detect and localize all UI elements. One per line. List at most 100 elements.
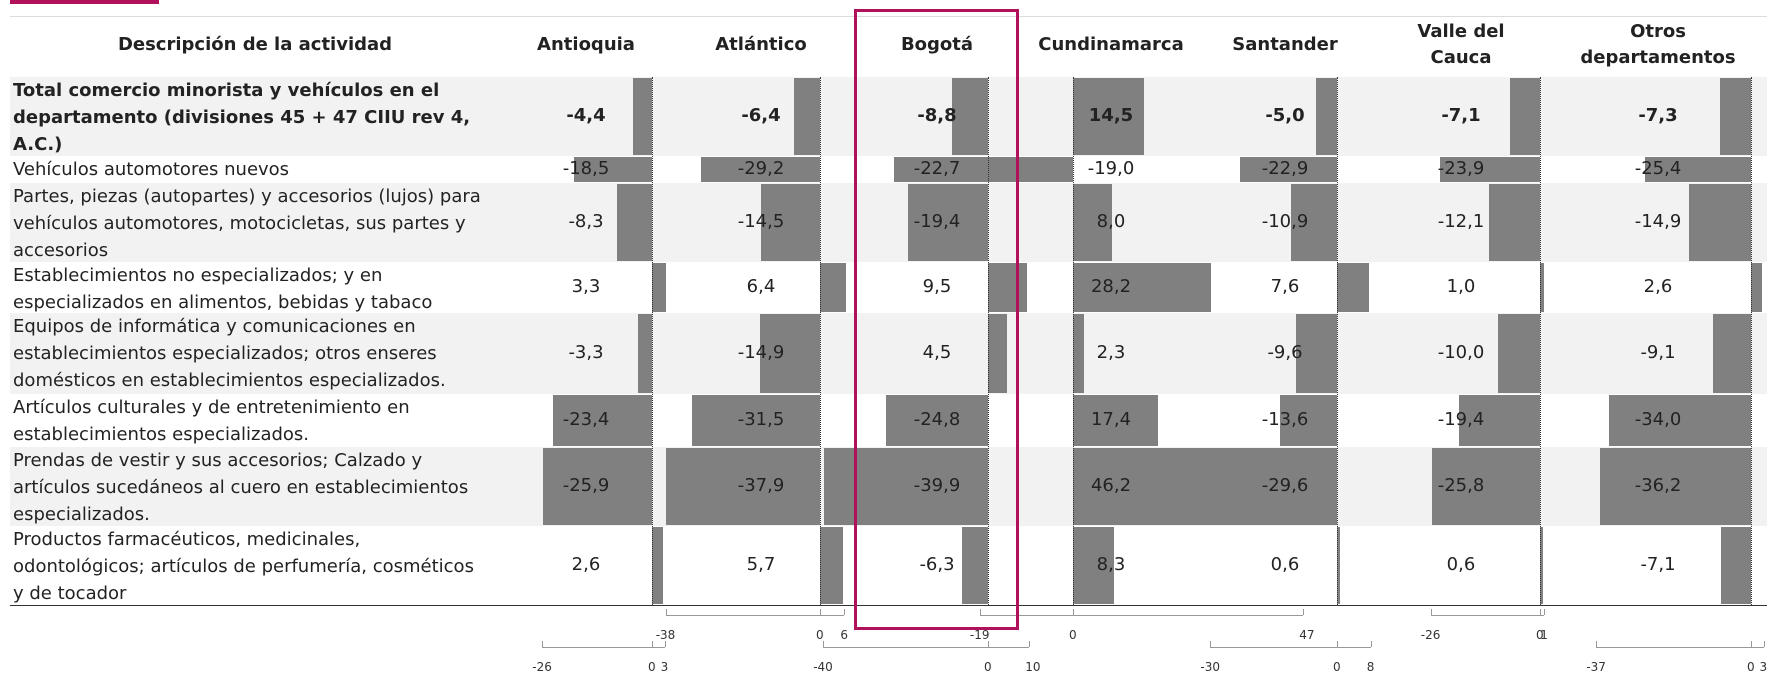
row-description-line: accesorios xyxy=(13,240,109,261)
data-label: -12,1 xyxy=(1437,210,1485,232)
data-label: -10,0 xyxy=(1437,341,1485,363)
bar-cundinamarca xyxy=(1073,263,1212,312)
bar-valle-del-cauca xyxy=(1510,78,1540,155)
data-label: -23,9 xyxy=(1437,157,1485,179)
axis-line-cundinamarca xyxy=(979,615,1304,616)
axis-tick xyxy=(1596,641,1598,647)
axis-tick xyxy=(1751,641,1752,647)
bar-cundinamarca xyxy=(979,157,1073,182)
bar-cundinamarca xyxy=(1073,314,1085,393)
data-label: -22,7 xyxy=(913,157,961,179)
axis-tick xyxy=(1763,641,1765,647)
bar-atl-ntico xyxy=(701,157,820,182)
data-label: -9,1 xyxy=(1640,341,1676,363)
row-description: Equipos de informática y comunicaciones … xyxy=(13,313,503,394)
row-description-line: Partes, piezas (autopartes) y accesorios… xyxy=(13,186,481,207)
data-label: -22,9 xyxy=(1261,157,1309,179)
bar-otros-departamentos xyxy=(1712,314,1751,393)
axis-tick-label: 0 xyxy=(1536,628,1544,642)
data-label: 3,3 xyxy=(571,275,601,297)
bar-santander xyxy=(1291,184,1337,261)
bar-atl-ntico xyxy=(820,263,846,312)
data-label: -4,4 xyxy=(566,104,606,126)
bar-bogot- xyxy=(962,527,988,604)
axis-tick-label: -26 xyxy=(532,660,552,674)
row-description-line: departamento (divisiones 45 + 47 CIIU re… xyxy=(13,107,471,128)
bar-bogot- xyxy=(894,157,988,182)
data-label: -14,9 xyxy=(1634,210,1682,232)
bar-valle-del-cauca xyxy=(1458,395,1540,446)
row-description: Prendas de vestir y sus accesorios; Calz… xyxy=(13,447,503,526)
bar-atl-ntico xyxy=(820,527,844,604)
bar-santander xyxy=(1212,448,1337,525)
bar-valle-del-cauca xyxy=(1439,157,1540,182)
bar-cundinamarca xyxy=(1073,184,1113,261)
axis-tick-label: -40 xyxy=(813,660,833,674)
row-background xyxy=(10,313,1767,394)
row-description-line: Equipos de informática y comunicaciones … xyxy=(13,316,416,337)
row-description: Vehículos automotores nuevos xyxy=(13,156,503,183)
row-description-line: Artículos culturales y de entretenimient… xyxy=(13,397,410,418)
bar-antioquia xyxy=(638,314,652,393)
bar-atl-ntico xyxy=(761,184,820,261)
data-label: -5,0 xyxy=(1265,104,1305,126)
axis-tick-label: 3 xyxy=(660,660,669,674)
row-background xyxy=(10,77,1767,156)
bar-santander xyxy=(1296,314,1337,393)
axis-tick xyxy=(652,641,653,647)
data-label: -18,5 xyxy=(562,157,610,179)
data-label: -14,9 xyxy=(737,341,785,363)
row-description-line: Establecimientos no especializados; y en xyxy=(13,265,383,286)
axis-tick xyxy=(988,641,989,647)
axis-tick xyxy=(844,609,846,615)
bar-otros-departamentos xyxy=(1599,448,1751,525)
row-description-line: vehículos automotores, motocicletas, sus… xyxy=(13,213,466,234)
data-label: -25,8 xyxy=(1437,474,1485,496)
axis-tick xyxy=(1303,609,1305,615)
zero-line xyxy=(1751,77,1752,605)
data-label: 5,7 xyxy=(746,553,776,575)
row-description: Productos farmacéuticos, medicinales, odo… xyxy=(13,526,503,605)
axis-tick-label: 1 xyxy=(1540,628,1548,642)
data-label: 0,6 xyxy=(1446,553,1476,575)
bar-antioquia xyxy=(616,184,652,261)
data-label: 17,4 xyxy=(1090,408,1132,430)
data-label: -31,5 xyxy=(737,408,785,430)
zero-line xyxy=(1073,77,1074,605)
table-bottom-rule xyxy=(10,605,1767,606)
data-label: -29,2 xyxy=(737,157,785,179)
bar-santander xyxy=(1337,527,1340,604)
data-label: 9,5 xyxy=(922,275,952,297)
bar-bogot- xyxy=(988,263,1028,312)
axis-tick-label: -30 xyxy=(1200,660,1220,674)
data-label: -7,1 xyxy=(1640,553,1676,575)
data-label: -8,3 xyxy=(568,210,604,232)
bar-otros-departamentos xyxy=(1608,395,1751,446)
data-label: -9,6 xyxy=(1267,341,1303,363)
axis-line-valle-del-cauca xyxy=(1430,615,1545,616)
zero-line xyxy=(652,77,653,605)
bar-otros-departamentos xyxy=(1721,527,1751,604)
bar-atl-ntico xyxy=(666,448,820,525)
bar-antioquia xyxy=(652,527,663,604)
data-label: -7,3 xyxy=(1638,104,1678,126)
axis-tick xyxy=(1370,641,1372,647)
data-label: -8,8 xyxy=(917,104,957,126)
bar-bogot- xyxy=(823,448,988,525)
data-label: -6,4 xyxy=(741,104,781,126)
data-label: -19,0 xyxy=(1087,157,1135,179)
row-description-line: odontológicos; artículos de perfumería, … xyxy=(13,556,474,577)
zero-line xyxy=(1337,77,1338,605)
bar-antioquia xyxy=(542,448,652,525)
row-description: Partes, piezas (autopartes) y accesorios… xyxy=(13,183,503,262)
bar-otros-departamentos xyxy=(1688,184,1751,261)
data-label: -14,5 xyxy=(737,210,785,232)
bar-bogot- xyxy=(988,314,1007,393)
axis-line-santander xyxy=(1210,647,1371,648)
column-header-santander: Santander xyxy=(1232,34,1338,55)
axis-tick xyxy=(979,609,981,615)
row-description-line: establecimientos especializados; otros e… xyxy=(13,343,437,364)
bar-antioquia xyxy=(652,263,666,312)
bar-antioquia xyxy=(633,78,652,155)
bogota-highlight-box xyxy=(854,9,1019,630)
